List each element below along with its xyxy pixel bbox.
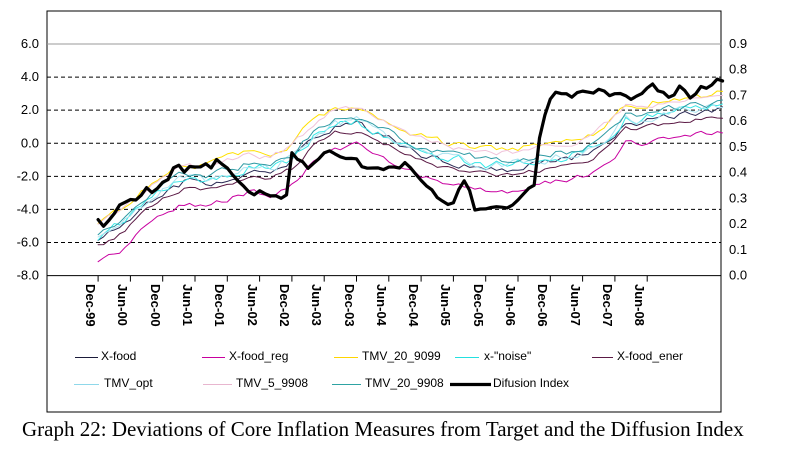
svg-text:0.3: 0.3 (729, 190, 747, 205)
svg-text:6.0: 6.0 (21, 36, 39, 51)
svg-text:0.4: 0.4 (729, 165, 747, 180)
svg-text:0.2: 0.2 (729, 216, 747, 231)
svg-text:-6.0: -6.0 (17, 235, 39, 250)
svg-text:-8.0: -8.0 (17, 268, 39, 283)
svg-text:0.5: 0.5 (729, 139, 747, 154)
svg-text:-4.0: -4.0 (17, 201, 39, 216)
svg-text:0.0: 0.0 (729, 268, 747, 283)
svg-text:-2.0: -2.0 (17, 168, 39, 183)
svg-text:0.6: 0.6 (729, 113, 747, 128)
svg-text:4.0: 4.0 (21, 69, 39, 84)
svg-text:0.1: 0.1 (729, 242, 747, 257)
svg-text:2.0: 2.0 (21, 102, 39, 117)
svg-text:0.0: 0.0 (21, 135, 39, 150)
svg-text:0.9: 0.9 (729, 36, 747, 51)
svg-text:0.7: 0.7 (729, 87, 747, 102)
svg-text:0.8: 0.8 (729, 62, 747, 77)
